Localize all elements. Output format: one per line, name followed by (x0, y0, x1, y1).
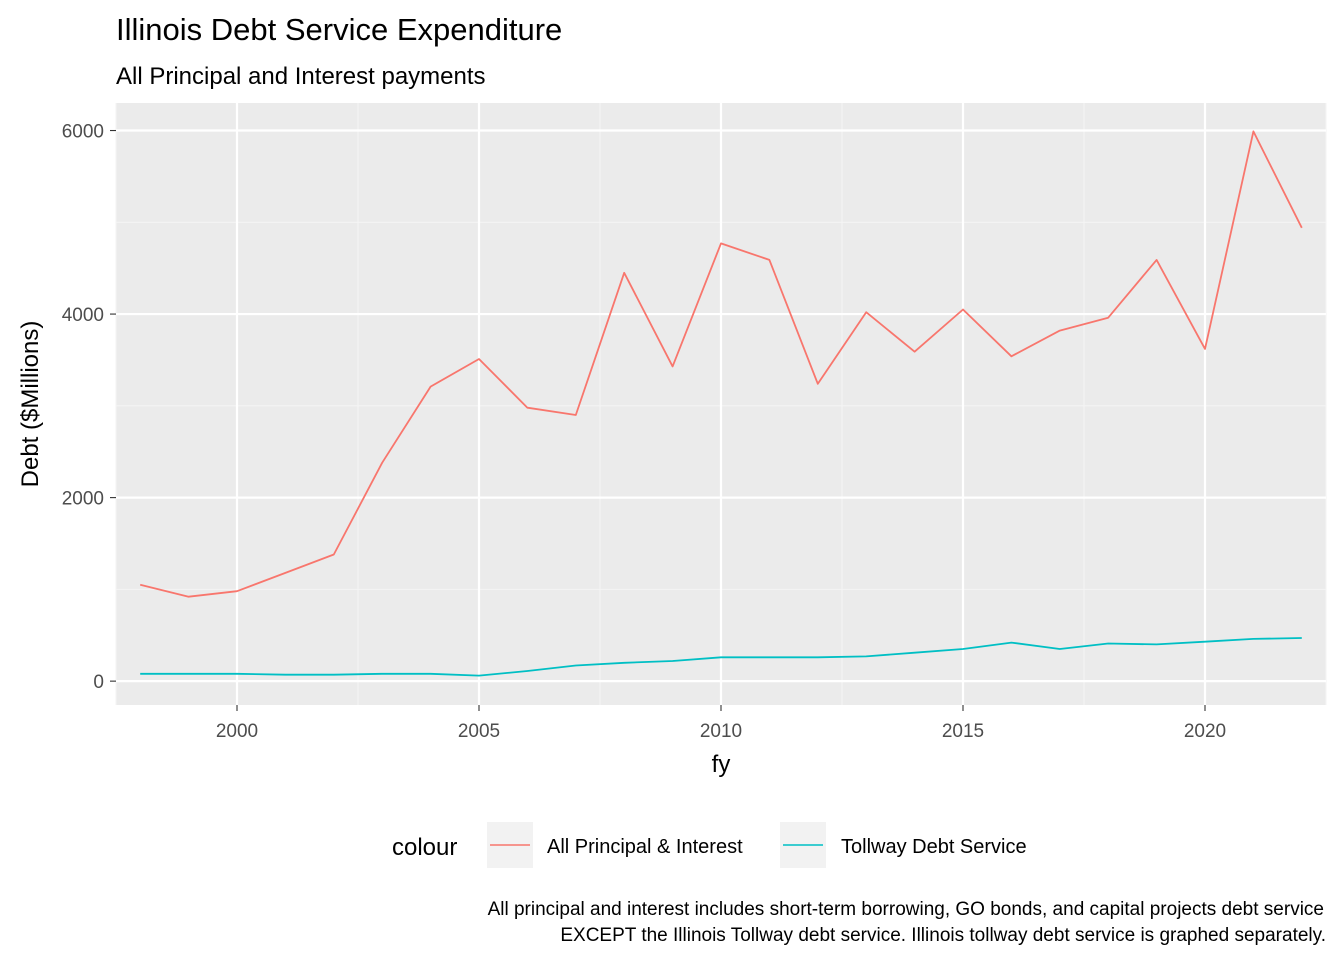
y-tick-label: 0 (93, 672, 104, 693)
series-lines (139, 130, 1303, 677)
x-axis-ticks: 2000 2005 2010 2015 2020 (216, 705, 1226, 742)
major-gridlines (116, 103, 1326, 705)
caption-line-1: All principal and interest includes shor… (488, 899, 1324, 920)
legend: colour All Principal & Interest Tollway … (392, 822, 1027, 868)
chart-title: Illinois Debt Service Expenditure (116, 12, 562, 47)
minor-gridlines (115, 103, 1327, 705)
chart-subtitle: All Principal and Interest payments (116, 63, 486, 90)
y-tick-label: 2000 (62, 489, 104, 510)
y-axis-ticks: 0 2000 4000 6000 (62, 122, 116, 693)
caption-line-2: EXCEPT the Illinois Tollway debt service… (560, 925, 1326, 946)
x-tick-label: 2005 (458, 721, 500, 742)
y-axis-title: Debt ($Millions) (17, 321, 44, 488)
series-line-tollway-debt-service (140, 637, 1302, 677)
legend-label-tollway-debt-service: Tollway Debt Service (841, 836, 1027, 858)
legend-title: colour (392, 834, 457, 861)
x-tick-label: 2015 (942, 721, 984, 742)
legend-label-all-principal-interest: All Principal & Interest (547, 836, 743, 858)
series-line-all-principal-interest (139, 130, 1303, 598)
x-tick-label: 2000 (216, 721, 258, 742)
x-axis-title: fy (712, 751, 731, 778)
y-tick-label: 6000 (62, 122, 104, 143)
x-tick-label: 2020 (1184, 721, 1226, 742)
x-tick-label: 2010 (700, 721, 742, 742)
y-tick-label: 4000 (62, 305, 104, 326)
